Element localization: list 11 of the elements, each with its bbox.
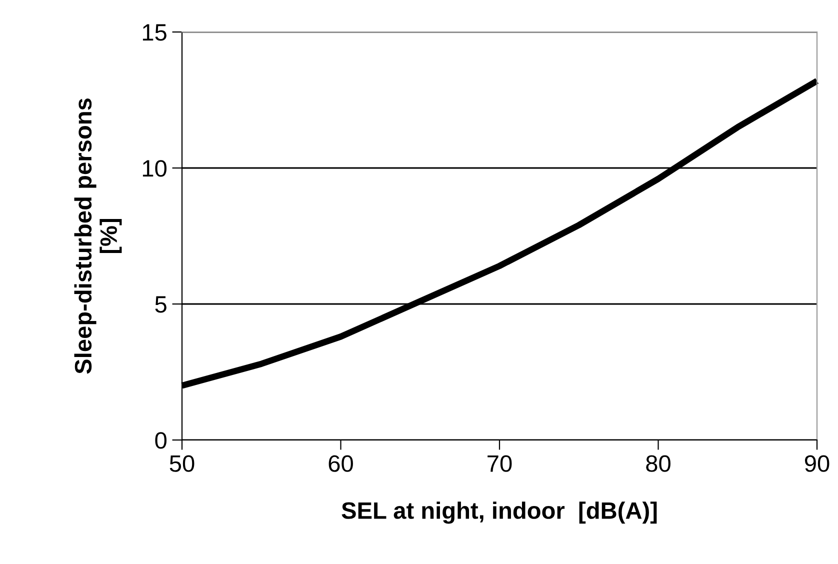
x-tick-label: 90 xyxy=(804,455,830,472)
x-tick-label: 70 xyxy=(488,455,512,472)
x-tick-label: 80 xyxy=(646,455,670,472)
y-tick-label: 5 xyxy=(155,296,166,313)
x-axis-title: SEL at night, indoor [dB(A)] xyxy=(342,502,657,524)
y-axis-title: Sleep-disturbed persons [%] xyxy=(74,98,122,374)
y-tick-label: 15 xyxy=(142,24,166,41)
x-tick-label: 60 xyxy=(328,455,353,472)
y-tick-label: 0 xyxy=(155,432,166,449)
x-tick-label: 50 xyxy=(170,455,194,472)
y-tick-label: 10 xyxy=(142,160,166,177)
